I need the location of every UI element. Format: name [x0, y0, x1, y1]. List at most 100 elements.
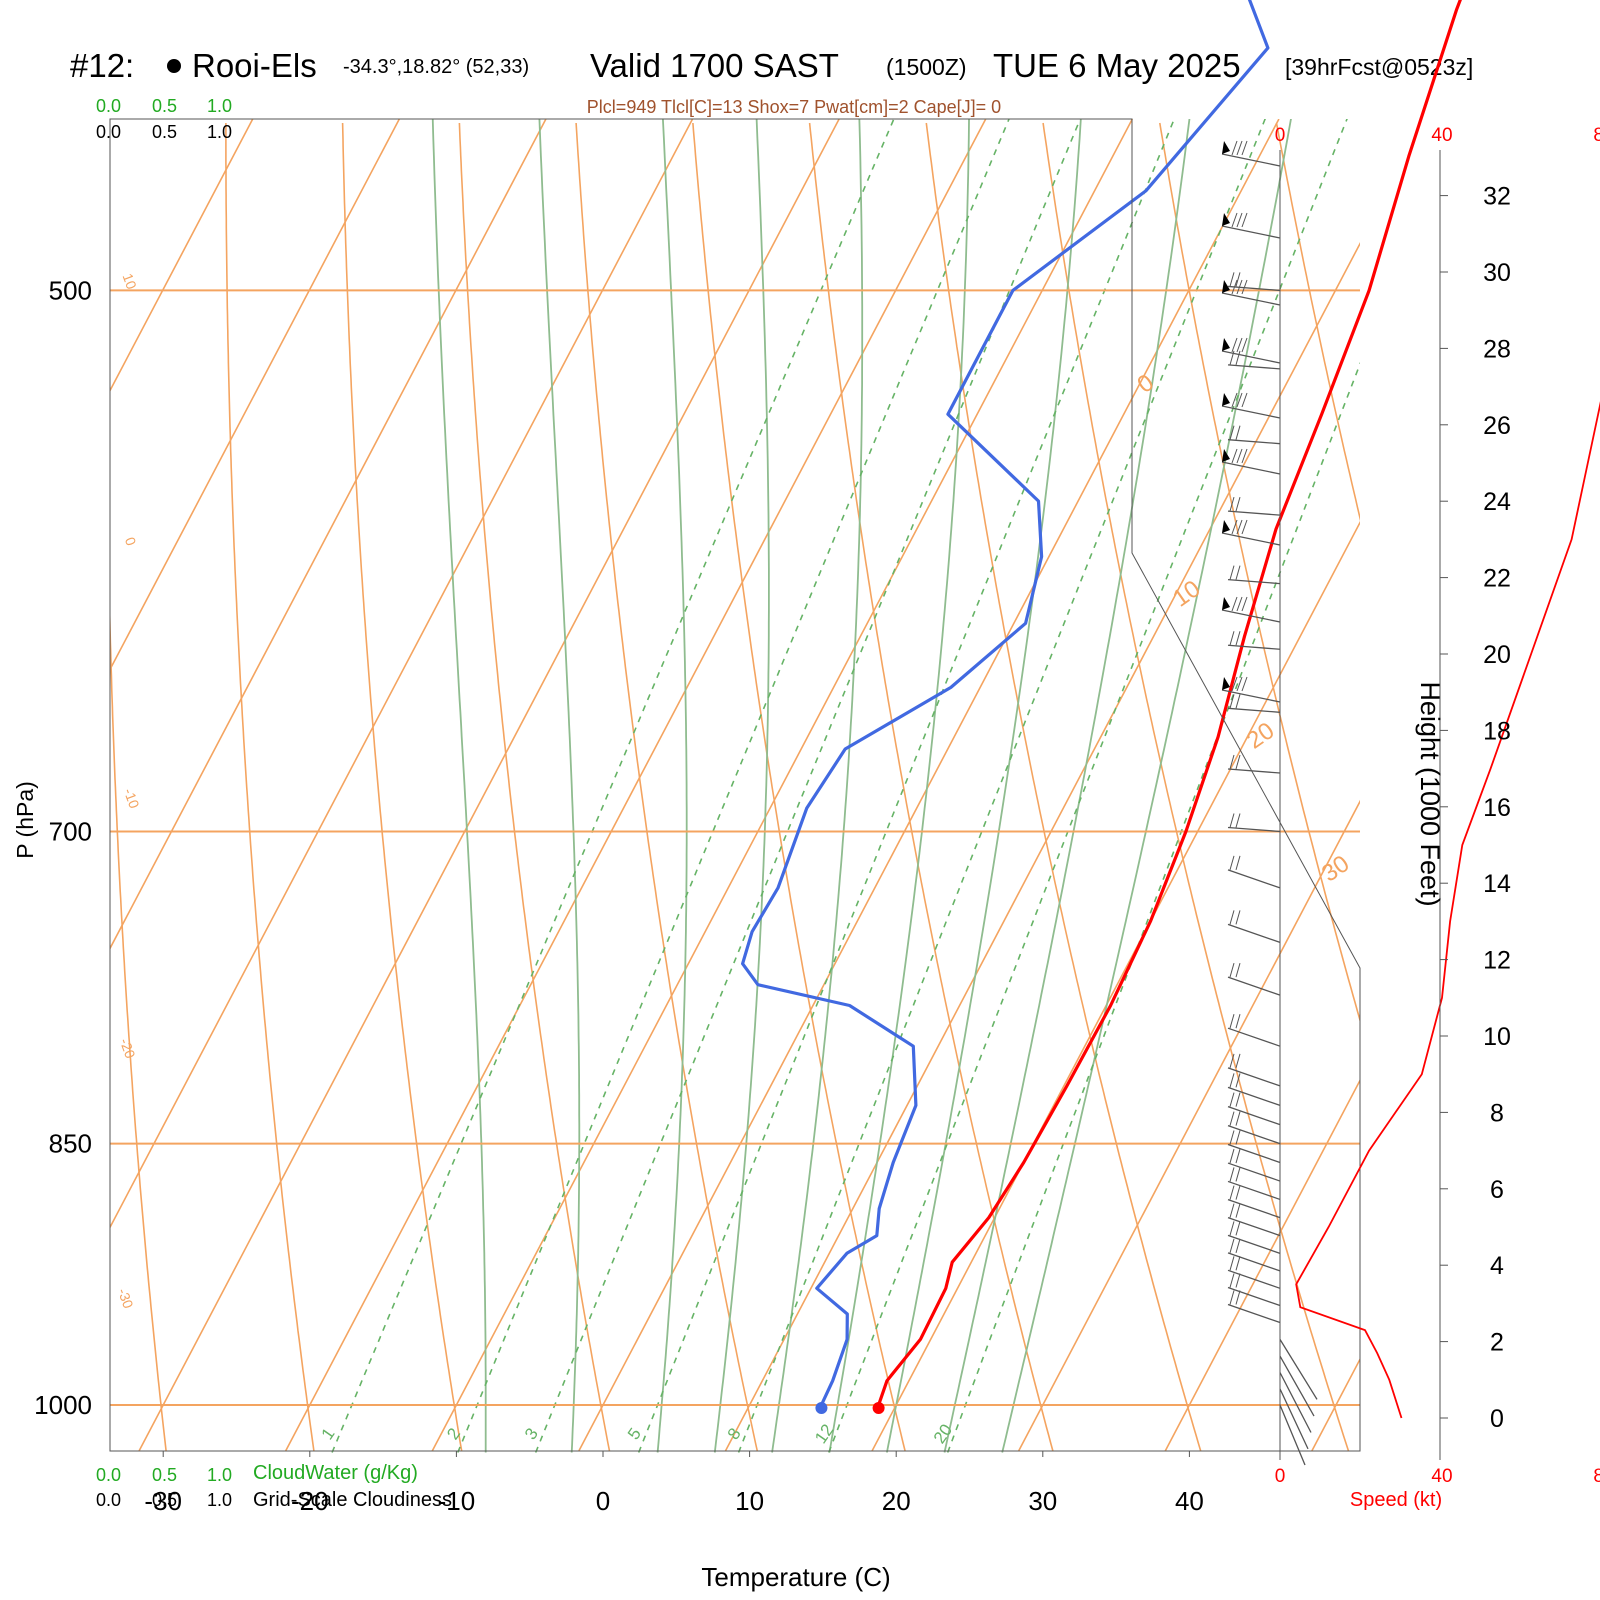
- wind-barb-feather: [1231, 676, 1238, 692]
- wind-barb-feather: [1229, 1130, 1235, 1145]
- speed-tick-bottom: 40: [1431, 1466, 1452, 1487]
- dry-adiabat-line: [458, 122, 611, 1452]
- wind-barb-feather: [1235, 1273, 1241, 1288]
- mixing-ratio-line: [637, 119, 1176, 1453]
- dry-adiabat-label: 0: [1132, 369, 1158, 399]
- isotherm-line: [110, 119, 254, 393]
- height-tick-label: 22: [1483, 565, 1511, 593]
- mixing-ratio-label: 2: [443, 1425, 464, 1444]
- y-axis-title: P (hPa): [12, 781, 38, 859]
- mixing-ratio-line: [946, 361, 1360, 1453]
- wind-barb-feather: [1229, 694, 1235, 709]
- wind-barb-feather: [1229, 497, 1235, 512]
- dry-adiabat-line: [808, 122, 1054, 1452]
- wind-barb-feather: [1235, 1167, 1241, 1182]
- wind-barb-feather: [1236, 596, 1243, 612]
- isotherm-line: [724, 241, 1360, 1452]
- dry-adiabat-label: -20: [117, 1036, 139, 1061]
- isotherm-line: [110, 119, 694, 1230]
- wind-barb-feather: [1236, 337, 1243, 353]
- height-tick-label: 28: [1483, 335, 1511, 363]
- wind-barb-feather: [1231, 140, 1238, 156]
- isotherm-line: [871, 520, 1360, 1452]
- wind-barb-shaft: [1227, 1180, 1281, 1201]
- wind-barb-feather: [1241, 140, 1248, 156]
- wind-barb-feather: [1229, 1203, 1235, 1218]
- temp-tick-label: 30: [1028, 1486, 1057, 1516]
- wind-barb-feather: [1231, 279, 1238, 295]
- wind-barb-feather: [1229, 1148, 1235, 1164]
- height-tick-label: 12: [1483, 947, 1511, 975]
- wind-barb-shaft: [1227, 1198, 1281, 1219]
- wind-barb-shaft: [1227, 644, 1281, 650]
- wind-barb-feather: [1229, 1185, 1235, 1200]
- height-tick-label: 0: [1490, 1405, 1504, 1433]
- height-axis-title: Height (1000 Feet): [1415, 681, 1445, 906]
- cloudiness-tick-top-1: 0.5: [152, 122, 177, 142]
- wind-barb-feather: [1235, 1290, 1241, 1305]
- wind-barb-feather: [1231, 448, 1238, 464]
- wind-barb-shaft: [1227, 976, 1281, 996]
- speed-tick-top: 40: [1431, 125, 1452, 146]
- wind-barb-feather: [1229, 1273, 1235, 1288]
- speed-axis-title: Speed (kt): [1350, 1489, 1442, 1511]
- wind-barb-feather: [1236, 519, 1243, 535]
- wind-barb-feather: [1241, 392, 1248, 408]
- wind-barb-feather: [1241, 596, 1248, 612]
- wind-panel: 0040408080120120 02468101214161820222426…: [1221, 125, 1600, 1487]
- dry-adiabat-line: [925, 122, 1202, 1452]
- wind-barb-feather: [1229, 910, 1235, 925]
- wind-barb-shaft: [1279, 1339, 1318, 1400]
- pressure-tick-label: 500: [49, 275, 92, 305]
- height-tick-label: 24: [1483, 488, 1511, 516]
- surface-dewpoint-marker: [815, 1402, 828, 1414]
- cloudiness-tick-top-2: 1.0: [207, 122, 232, 142]
- wind-barb-feather: [1236, 140, 1243, 156]
- speed-tick-top: 0: [1275, 125, 1286, 146]
- wind-barb-feather: [1229, 813, 1235, 828]
- moist-adiabat-line: [828, 119, 970, 1453]
- wind-barb-shaft: [1221, 350, 1281, 364]
- wind-barb-feather: [1235, 1130, 1241, 1145]
- wind-barb-feather: [1231, 519, 1238, 535]
- wind-barb-feather: [1236, 676, 1243, 692]
- wind-barb-feather: [1235, 350, 1241, 366]
- wind-barb-feather: [1229, 272, 1235, 287]
- dry-adiabat-line: [110, 594, 167, 1452]
- height-tick-label: 26: [1483, 412, 1511, 440]
- wind-barb-feather: [1231, 337, 1238, 353]
- wind-barb-shaft: [1227, 1303, 1281, 1324]
- wind-barb-feather: [1236, 279, 1243, 295]
- wind-barb-shaft: [1221, 609, 1281, 623]
- wind-barb-shaft: [1227, 510, 1281, 516]
- wind-barb-feather: [1235, 631, 1241, 646]
- moist-adiabat-line: [431, 119, 487, 1453]
- wind-barb-feather: [1236, 212, 1243, 228]
- height-tick-label: 32: [1483, 183, 1511, 211]
- wind-barb-shaft: [1227, 1216, 1281, 1237]
- cloudwater-label: CloudWater (g/Kg): [253, 1462, 418, 1484]
- wind-barb-shaft: [1227, 1234, 1281, 1254]
- wind-barb-feather: [1229, 1238, 1235, 1254]
- height-tick-label: 6: [1490, 1176, 1504, 1204]
- wind-barb-pennant: [1222, 677, 1230, 690]
- dry-adiabat-label: 0: [122, 535, 140, 548]
- wind-barb-feather: [1236, 392, 1243, 408]
- wind-barb-feather: [1229, 1256, 1235, 1271]
- wind-barb-shaft: [1227, 768, 1281, 774]
- skewt-plot-area: 2503004005007008501000-30-20-10010203040…: [34, 0, 1462, 1516]
- wind-barb-shaft: [1221, 532, 1281, 546]
- cloud-scale-top: 0.0 0.5 1.0 0.0 0.5 1.0: [96, 96, 232, 142]
- wind-barb-shaft: [1227, 578, 1281, 585]
- wind-barb-shaft: [1227, 1286, 1281, 1307]
- wind-barb-shaft: [1221, 292, 1281, 306]
- dry-adiabat-line: [575, 122, 759, 1452]
- height-tick-label: 10: [1483, 1023, 1511, 1051]
- wind-barb-shaft: [1227, 707, 1281, 713]
- wind-barb-feather: [1235, 1238, 1241, 1254]
- valid-date: TUE 6 May 2025: [993, 47, 1241, 84]
- isotherm-line: [1017, 799, 1360, 1452]
- sounding-traces: [741, 0, 1462, 1414]
- cloudiness-tick-2: 1.0: [207, 1490, 232, 1510]
- wind-barb-pennant: [1222, 393, 1230, 406]
